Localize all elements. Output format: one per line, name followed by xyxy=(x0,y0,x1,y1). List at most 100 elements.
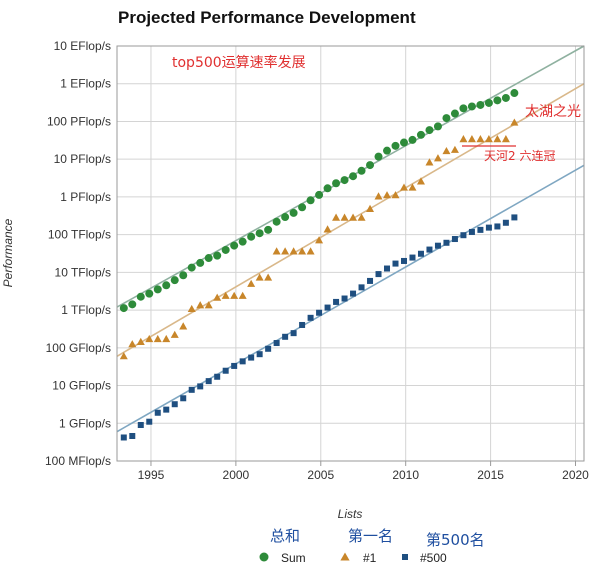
y-tick-label: 1 EFlop/s xyxy=(60,77,111,91)
data-point-sum xyxy=(213,251,222,260)
data-point-sum xyxy=(187,263,196,272)
data-point-no1 xyxy=(162,334,171,343)
legend-marker-no500 xyxy=(402,554,408,560)
data-point-sum xyxy=(136,292,145,301)
data-point-sum xyxy=(374,152,383,161)
data-point-no500 xyxy=(426,246,433,253)
data-point-sum xyxy=(416,130,425,139)
data-point-sum xyxy=(391,141,400,150)
legend-marker-sum xyxy=(259,552,269,562)
data-point-no1 xyxy=(145,334,154,343)
legend-label-sum: Sum xyxy=(281,551,306,565)
data-point-sum xyxy=(281,213,290,222)
data-point-no500 xyxy=(460,232,467,239)
legend-cn-no1: 第一名 xyxy=(348,527,393,545)
data-point-no1 xyxy=(467,134,476,143)
data-point-sum xyxy=(272,217,281,226)
data-point-sum xyxy=(442,114,451,123)
data-point-sum xyxy=(128,300,137,309)
data-point-no500 xyxy=(451,236,458,243)
data-point-no500 xyxy=(434,242,441,249)
data-point-sum xyxy=(493,96,502,105)
data-point-sum xyxy=(315,190,324,199)
data-point-no500 xyxy=(180,395,187,402)
data-point-sum xyxy=(162,281,171,290)
trend-line-no500 xyxy=(116,164,585,433)
data-point-sum xyxy=(196,258,205,267)
data-point-no500 xyxy=(392,260,399,267)
data-point-sum xyxy=(399,138,408,147)
data-point-no500 xyxy=(307,314,314,321)
data-point-no500 xyxy=(367,277,374,284)
data-point-no500 xyxy=(154,409,161,416)
data-point-sum xyxy=(383,146,392,155)
data-point-no500 xyxy=(146,418,153,425)
data-point-no500 xyxy=(358,284,365,291)
data-point-no1 xyxy=(281,247,290,255)
data-point-no500 xyxy=(265,345,272,352)
chart-title: Projected Performance Development xyxy=(118,8,416,27)
data-point-no1 xyxy=(238,291,247,299)
data-point-no1 xyxy=(230,291,239,299)
data-point-no500 xyxy=(511,214,518,221)
data-point-no1 xyxy=(357,213,366,221)
data-point-no500 xyxy=(282,333,289,340)
data-point-no1 xyxy=(247,279,256,287)
plot-frame xyxy=(116,45,585,462)
data-point-no1 xyxy=(493,134,502,143)
data-point-no1 xyxy=(501,134,510,143)
x-tick-label: 2000 xyxy=(223,468,250,482)
legend-cn-sum: 总和 xyxy=(270,527,300,545)
data-point-sum xyxy=(323,184,332,193)
data-point-no500 xyxy=(214,373,221,380)
data-point-no500 xyxy=(443,239,450,246)
data-point-no1 xyxy=(425,158,434,166)
data-point-sum xyxy=(510,89,519,98)
data-point-no1 xyxy=(366,204,375,212)
data-point-sum xyxy=(332,179,341,188)
data-point-no500 xyxy=(120,434,127,441)
y-tick-label: 100 GFlop/s xyxy=(46,341,111,355)
data-point-sum xyxy=(425,126,434,135)
data-point-no1 xyxy=(179,322,188,330)
data-point-no1 xyxy=(383,191,392,199)
data-point-sum xyxy=(170,276,179,285)
y-tick-label: 1 TFlop/s xyxy=(61,303,111,317)
data-point-no500 xyxy=(350,290,357,297)
data-point-no1 xyxy=(119,352,128,360)
y-tick-label: 10 PFlop/s xyxy=(54,152,111,166)
data-point-no1 xyxy=(433,154,442,162)
data-point-sum xyxy=(349,172,358,181)
data-point-no500 xyxy=(239,358,246,365)
data-point-no500 xyxy=(256,351,263,358)
data-point-no500 xyxy=(231,362,238,369)
legend-label-no500: #500 xyxy=(420,551,447,565)
data-point-no1 xyxy=(136,337,145,345)
data-point-no500 xyxy=(273,340,280,347)
data-point-sum xyxy=(264,225,273,234)
data-point-sum xyxy=(289,208,298,217)
data-point-no1 xyxy=(170,330,179,338)
data-point-no1 xyxy=(153,334,162,343)
legend: 总和 第一名 第500名 Sum #1 #500 xyxy=(259,527,485,565)
data-point-no1 xyxy=(255,273,264,281)
data-point-no1 xyxy=(349,213,358,221)
data-point-no1 xyxy=(323,225,332,233)
data-point-sum xyxy=(433,122,442,131)
data-point-sum xyxy=(459,104,468,113)
data-point-no500 xyxy=(333,298,340,305)
data-point-no1 xyxy=(484,134,493,143)
data-point-no1 xyxy=(196,301,205,309)
data-point-no1 xyxy=(204,301,213,309)
data-point-no1 xyxy=(332,213,341,221)
annotation-tianhe: 天河2 六连冠 xyxy=(484,148,555,163)
data-point-no500 xyxy=(341,295,348,302)
data-point-no500 xyxy=(316,309,323,316)
data-point-sum xyxy=(221,245,230,254)
legend-cn-no500: 第500名 xyxy=(426,531,485,549)
data-point-sum xyxy=(450,109,459,118)
data-point-no1 xyxy=(187,304,196,313)
data-point-no1 xyxy=(264,273,273,281)
y-tick-label: 100 TFlop/s xyxy=(48,228,111,242)
